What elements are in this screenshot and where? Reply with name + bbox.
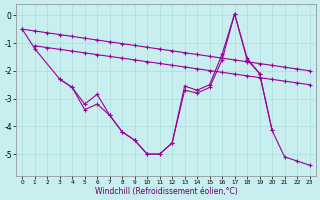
X-axis label: Windchill (Refroidissement éolien,°C): Windchill (Refroidissement éolien,°C) — [94, 187, 237, 196]
